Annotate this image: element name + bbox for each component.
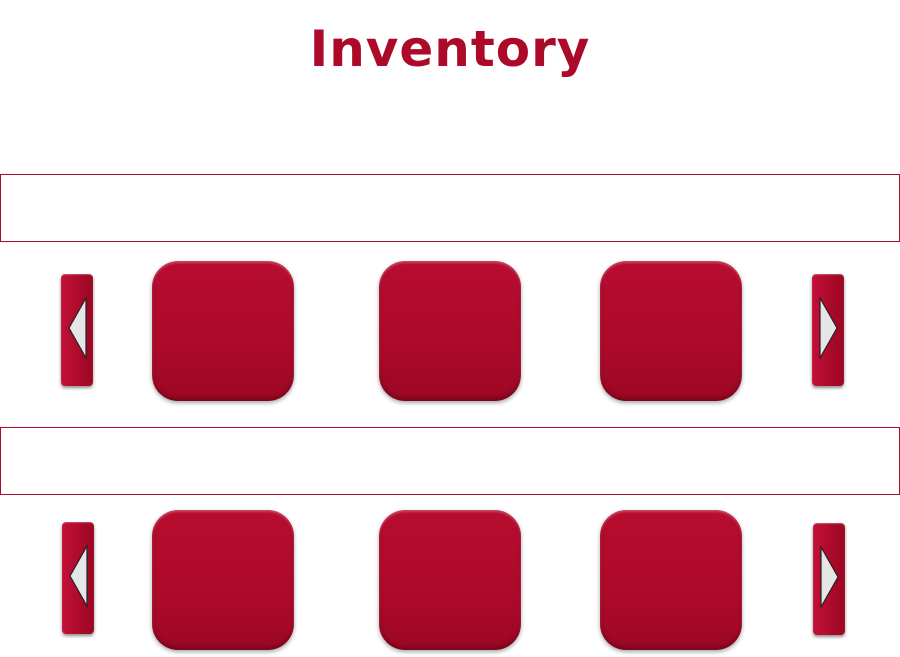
triangle-right-icon xyxy=(820,544,839,610)
inventory-slot-row-1-3[interactable] xyxy=(600,261,742,401)
inventory-slot-row-2-1[interactable] xyxy=(152,510,294,650)
prev-button-row-1[interactable] xyxy=(61,274,93,386)
inventory-slot-row-1-2[interactable] xyxy=(379,261,521,401)
next-button-row-2[interactable] xyxy=(813,523,845,635)
inventory-slot-row-1-1[interactable] xyxy=(152,261,294,401)
page-title: Inventory xyxy=(309,20,591,78)
triangle-left-icon xyxy=(69,543,88,609)
triangle-left-icon xyxy=(68,295,87,361)
triangle-right-icon xyxy=(819,295,838,361)
inventory-banner-row-1 xyxy=(0,174,900,242)
next-button-row-1[interactable] xyxy=(812,274,844,386)
inventory-banner-row-2 xyxy=(0,427,900,495)
inventory-slot-row-2-2[interactable] xyxy=(379,510,521,650)
prev-button-row-2[interactable] xyxy=(62,522,94,634)
inventory-slot-row-2-3[interactable] xyxy=(600,510,742,650)
